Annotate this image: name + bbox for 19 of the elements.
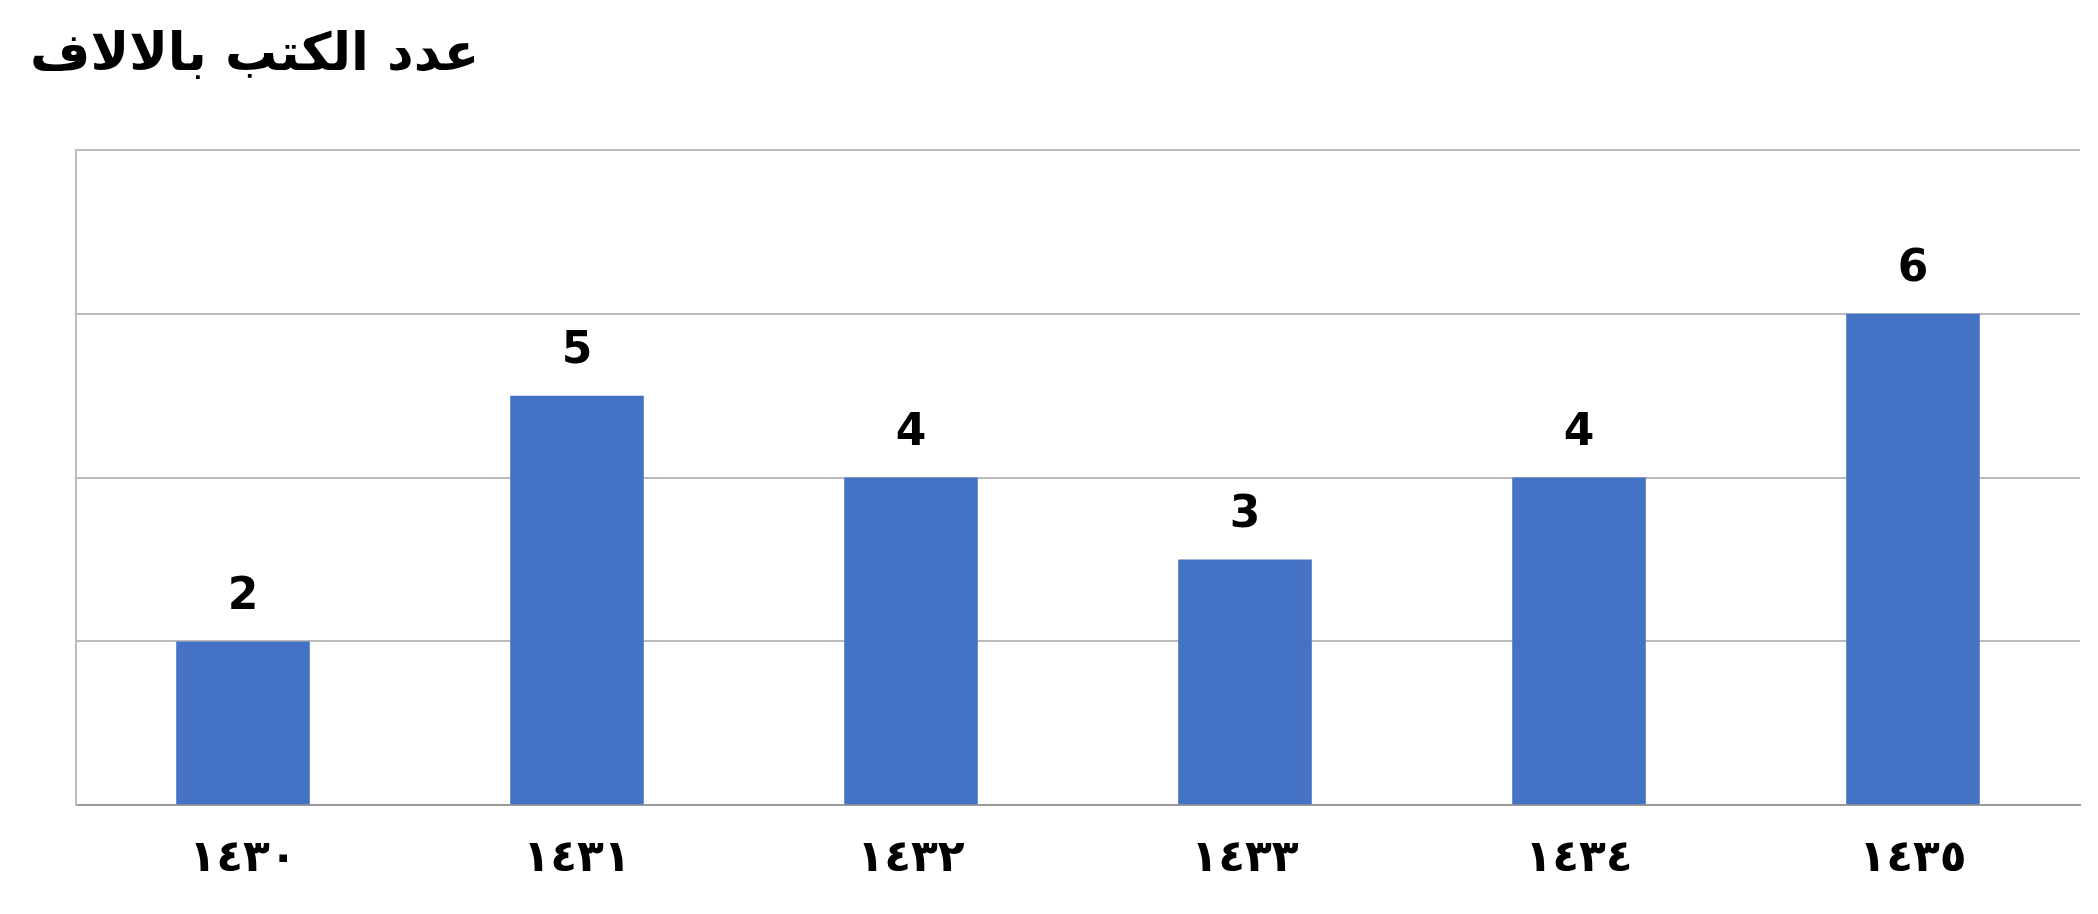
bar — [1178, 559, 1312, 805]
x-tick-label: ١٤٣١ — [523, 830, 631, 882]
x-tick-label: ١٤٣٣ — [1191, 830, 1299, 882]
bar — [1846, 313, 1980, 805]
data-label: 3 — [1229, 485, 1261, 537]
bar — [1512, 477, 1646, 805]
data-label: 2 — [227, 567, 259, 619]
x-tick-label: ١٤٣٥ — [1859, 830, 1967, 882]
bar — [844, 477, 978, 805]
data-label: 5 — [561, 322, 593, 374]
x-tick-label: ١٤٣٢ — [857, 830, 965, 882]
bar — [176, 641, 310, 805]
bar — [510, 395, 644, 805]
chart-title: عدد الكتب بالالاف — [30, 22, 480, 82]
data-label: 4 — [895, 404, 927, 456]
x-tick-label: ١٤٣٤ — [1525, 830, 1633, 882]
x-tick-label: ١٤٣٠ — [189, 830, 297, 882]
data-label: 6 — [1897, 240, 1929, 292]
data-label: 4 — [1563, 404, 1595, 456]
